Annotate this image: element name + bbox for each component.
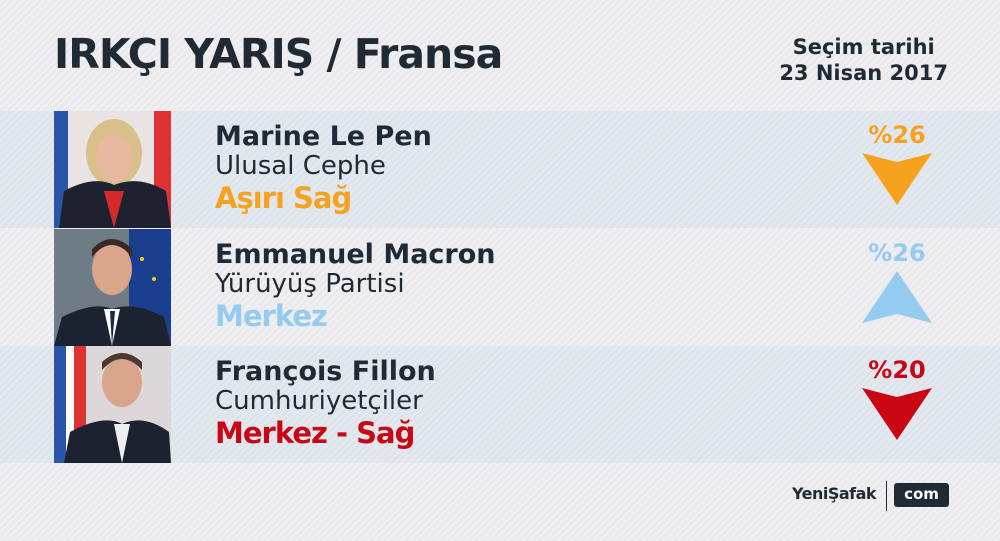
poll-percent: %26 <box>868 239 926 267</box>
candidate-party: Cumhuriyetçiler <box>215 386 423 416</box>
page-title: IRKÇI YARIŞ / Fransa <box>54 30 503 78</box>
candidate-row: Emmanuel Macron Yürüyüş Partisi Merkez %… <box>0 229 1000 346</box>
candidate-photo <box>54 111 171 228</box>
candidate-name: Emmanuel Macron <box>215 239 496 270</box>
trend-down-arrow-icon <box>862 153 932 205</box>
com-badge: com <box>894 483 949 507</box>
yenisafak-logo: YeniŞafak <box>792 484 877 503</box>
candidate-photo <box>54 229 171 346</box>
candidate-name: Marine Le Pen <box>215 121 432 152</box>
candidate-ideology: Merkez - Sağ <box>215 416 415 450</box>
candidate-row: François Fillon Cumhuriyetçiler Merkez -… <box>0 346 1000 463</box>
trend-up-arrow-icon <box>862 271 932 323</box>
candidate-name: François Fillon <box>215 356 436 387</box>
trend-down-arrow-icon <box>862 388 932 440</box>
date-label: Seçim tarihi <box>792 35 935 59</box>
election-date: Seçim tarihi 23 Nisan 2017 <box>779 34 948 86</box>
poll-percent: %26 <box>868 121 926 149</box>
candidate-photo <box>54 346 171 463</box>
date-value: 23 Nisan 2017 <box>779 61 948 85</box>
candidate-party: Ulusal Cephe <box>215 151 386 181</box>
logo-divider <box>886 481 887 511</box>
candidate-ideology: Aşırı Sağ <box>215 181 352 215</box>
candidate-ideology: Merkez <box>215 299 328 333</box>
poll-percent: %20 <box>868 356 926 384</box>
candidate-row: Marine Le Pen Ulusal Cephe Aşırı Sağ %26 <box>0 111 1000 228</box>
candidate-party: Yürüyüş Partisi <box>215 269 405 299</box>
